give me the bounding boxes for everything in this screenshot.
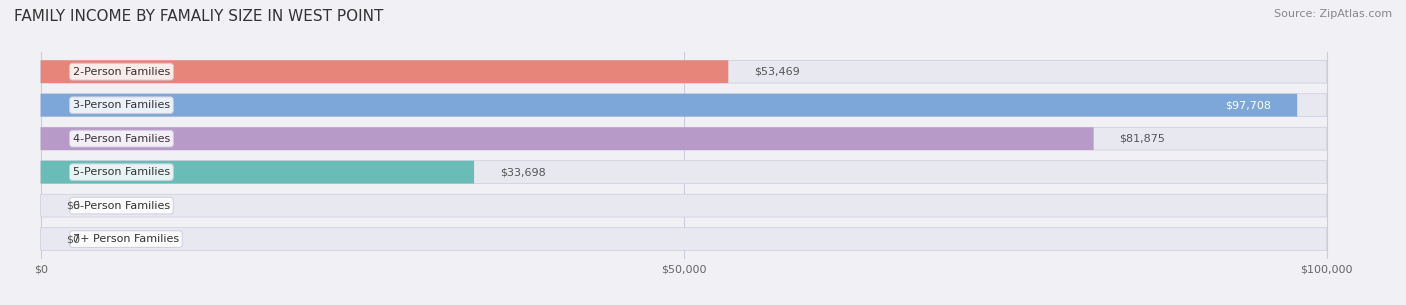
FancyBboxPatch shape <box>41 94 1298 117</box>
FancyBboxPatch shape <box>41 60 1327 83</box>
FancyBboxPatch shape <box>41 127 1327 150</box>
Text: $81,875: $81,875 <box>1119 134 1166 144</box>
Text: $33,698: $33,698 <box>499 167 546 177</box>
Text: 7+ Person Families: 7+ Person Families <box>73 234 179 244</box>
Text: $0: $0 <box>66 234 80 244</box>
FancyBboxPatch shape <box>41 60 728 83</box>
FancyBboxPatch shape <box>41 161 1327 184</box>
FancyBboxPatch shape <box>41 94 1327 117</box>
Text: $53,469: $53,469 <box>754 67 800 77</box>
Text: $97,708: $97,708 <box>1226 100 1271 110</box>
Text: 6-Person Families: 6-Person Families <box>73 201 170 211</box>
Text: 2-Person Families: 2-Person Families <box>73 67 170 77</box>
FancyBboxPatch shape <box>41 127 1094 150</box>
FancyBboxPatch shape <box>41 194 1327 217</box>
Text: 4-Person Families: 4-Person Families <box>73 134 170 144</box>
Text: $0: $0 <box>66 201 80 211</box>
FancyBboxPatch shape <box>41 161 474 184</box>
Text: FAMILY INCOME BY FAMALIY SIZE IN WEST POINT: FAMILY INCOME BY FAMALIY SIZE IN WEST PO… <box>14 9 384 24</box>
Text: Source: ZipAtlas.com: Source: ZipAtlas.com <box>1274 9 1392 19</box>
Text: 5-Person Families: 5-Person Families <box>73 167 170 177</box>
Text: 3-Person Families: 3-Person Families <box>73 100 170 110</box>
FancyBboxPatch shape <box>41 228 1327 250</box>
